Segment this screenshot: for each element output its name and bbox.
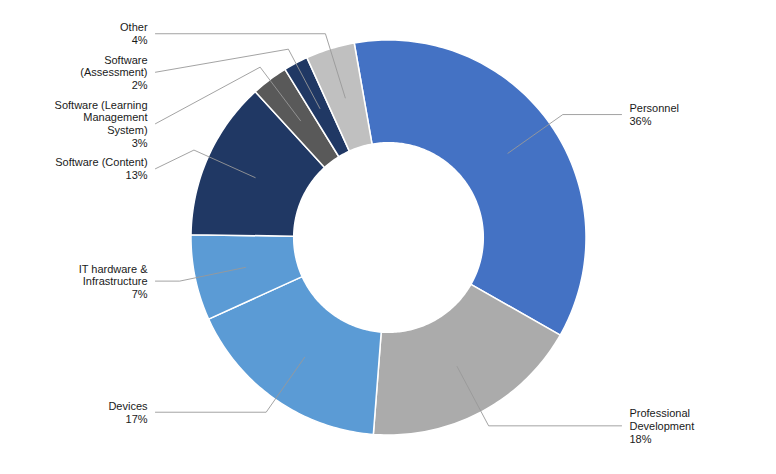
svg-text:ProfessionalDevelopment18%: ProfessionalDevelopment18%	[629, 407, 694, 444]
svg-text:Software (LearningManagementSy: Software (LearningManagementSystem)3%	[55, 99, 148, 149]
svg-text:Software (Content)13%: Software (Content)13%	[55, 156, 148, 181]
svg-text:Other4%: Other4%	[120, 21, 148, 46]
svg-text:Personnel36%: Personnel36%	[629, 102, 679, 127]
svg-text:IT hardware &Infrastructure7%: IT hardware &Infrastructure7%	[79, 263, 149, 300]
svg-text:Software(Assessment)2%: Software(Assessment)2%	[80, 54, 147, 91]
svg-text:Devices17%: Devices17%	[108, 400, 148, 425]
